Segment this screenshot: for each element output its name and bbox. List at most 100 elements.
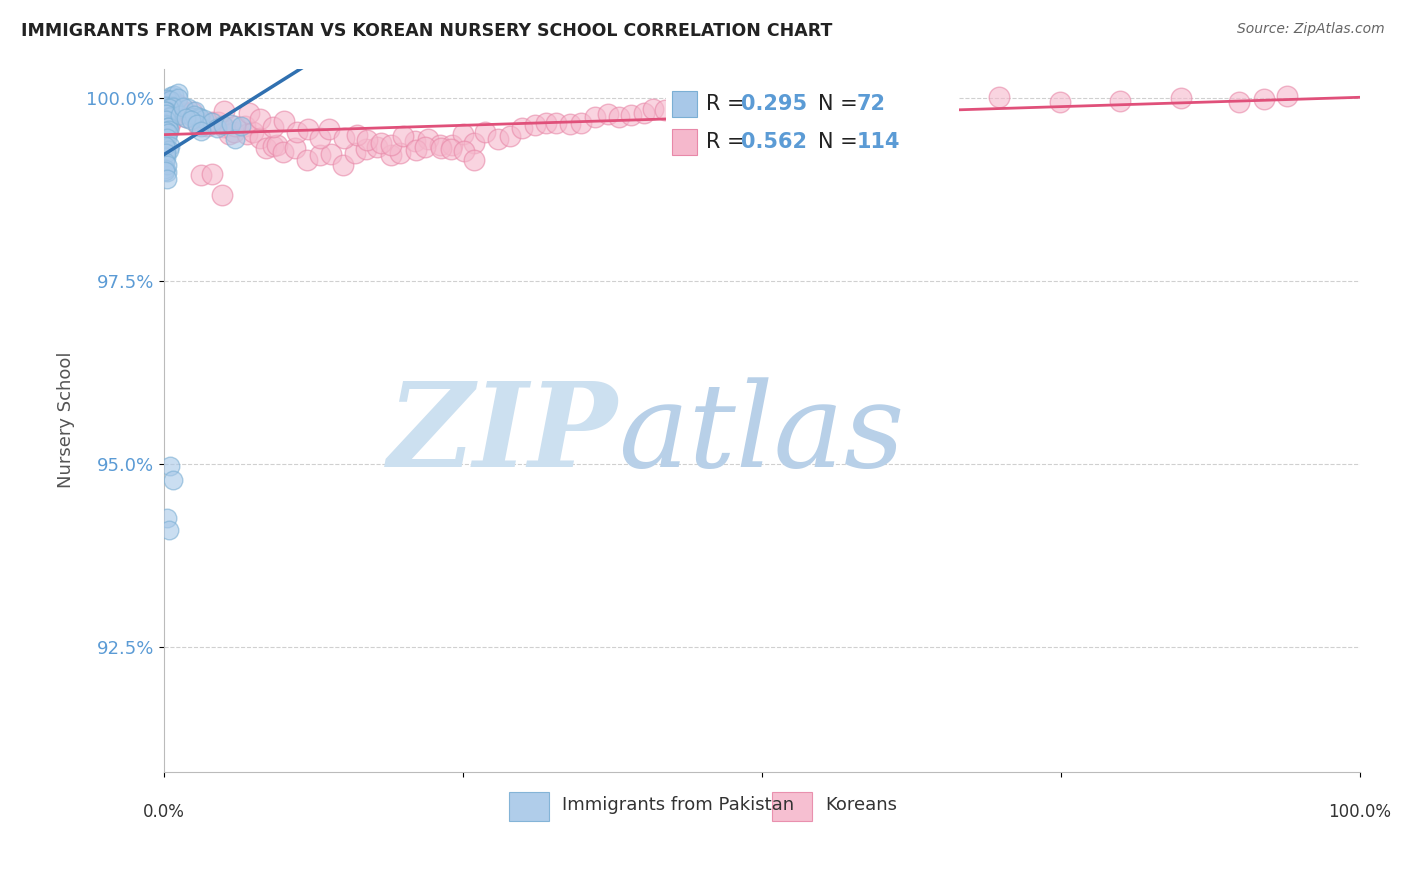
Point	[231, 119, 253, 133]
Point	[155, 161, 177, 176]
Point	[678, 95, 700, 110]
Point	[172, 100, 194, 114]
Text: 0.0%: 0.0%	[143, 803, 186, 821]
Point	[346, 128, 368, 142]
Text: ZIP: ZIP	[388, 376, 619, 491]
Point	[569, 115, 592, 129]
Point	[190, 124, 212, 138]
Point	[321, 147, 343, 161]
Point	[155, 130, 177, 145]
Point	[498, 128, 520, 143]
Point	[388, 145, 411, 160]
Point	[332, 131, 354, 145]
Point	[207, 115, 229, 129]
Point	[356, 132, 378, 146]
Point	[155, 124, 177, 138]
Point	[236, 127, 259, 141]
Point	[523, 118, 546, 132]
Point	[751, 97, 773, 112]
Point	[404, 134, 426, 148]
Point	[159, 139, 181, 153]
Point	[233, 120, 256, 134]
Point	[166, 86, 188, 100]
Point	[201, 115, 224, 129]
Point	[211, 187, 233, 202]
Point	[620, 108, 643, 122]
Point	[156, 131, 179, 145]
Point	[159, 459, 181, 474]
Point	[156, 119, 179, 133]
Point	[249, 130, 271, 145]
Point	[159, 109, 181, 123]
Point	[157, 120, 180, 134]
Point	[155, 155, 177, 169]
Point	[714, 95, 737, 110]
Point	[181, 104, 204, 119]
Point	[219, 117, 242, 131]
Point	[641, 102, 664, 116]
Point	[176, 101, 198, 115]
Point	[162, 473, 184, 487]
Point	[534, 116, 557, 130]
Point	[155, 104, 177, 119]
Point	[309, 131, 332, 145]
Point	[181, 110, 204, 124]
Point	[160, 104, 183, 119]
Point	[157, 107, 180, 121]
Point	[366, 140, 388, 154]
Point	[157, 523, 180, 537]
Point	[309, 148, 332, 162]
Point	[870, 91, 893, 105]
Point	[160, 88, 183, 103]
Point	[155, 112, 177, 126]
Point	[156, 120, 179, 134]
Point	[453, 144, 475, 158]
Point	[1170, 91, 1192, 105]
Point	[1253, 92, 1275, 106]
Point	[560, 117, 582, 131]
Point	[1277, 88, 1299, 103]
Point	[180, 112, 202, 127]
Point	[155, 113, 177, 128]
Point	[156, 511, 179, 525]
Point	[156, 158, 179, 172]
Point	[155, 139, 177, 153]
Point	[607, 110, 630, 124]
Point	[212, 120, 235, 134]
Point	[187, 118, 209, 132]
Point	[188, 111, 211, 125]
Point	[157, 110, 180, 124]
Point	[273, 145, 295, 160]
Point	[224, 125, 246, 139]
Point	[157, 102, 180, 116]
Point	[156, 115, 179, 129]
Point	[155, 107, 177, 121]
Point	[155, 116, 177, 130]
Point	[988, 89, 1011, 103]
Point	[167, 106, 190, 120]
Point	[176, 105, 198, 120]
Point	[318, 121, 340, 136]
Point	[160, 99, 183, 113]
Point	[666, 98, 689, 112]
Point	[156, 92, 179, 106]
Point	[156, 108, 179, 122]
Point	[439, 141, 461, 155]
Point	[156, 108, 179, 122]
Point	[159, 93, 181, 107]
Point	[463, 153, 485, 168]
Point	[159, 98, 181, 112]
Point	[633, 106, 655, 120]
Point	[405, 143, 427, 157]
Point	[157, 126, 180, 140]
Point	[415, 140, 437, 154]
Point	[174, 111, 197, 125]
Point	[380, 138, 402, 153]
Point	[242, 125, 264, 139]
Point	[463, 136, 485, 150]
Point	[166, 97, 188, 112]
Point	[155, 98, 177, 112]
Point	[690, 93, 713, 107]
Point	[156, 94, 179, 108]
Point	[380, 148, 402, 162]
